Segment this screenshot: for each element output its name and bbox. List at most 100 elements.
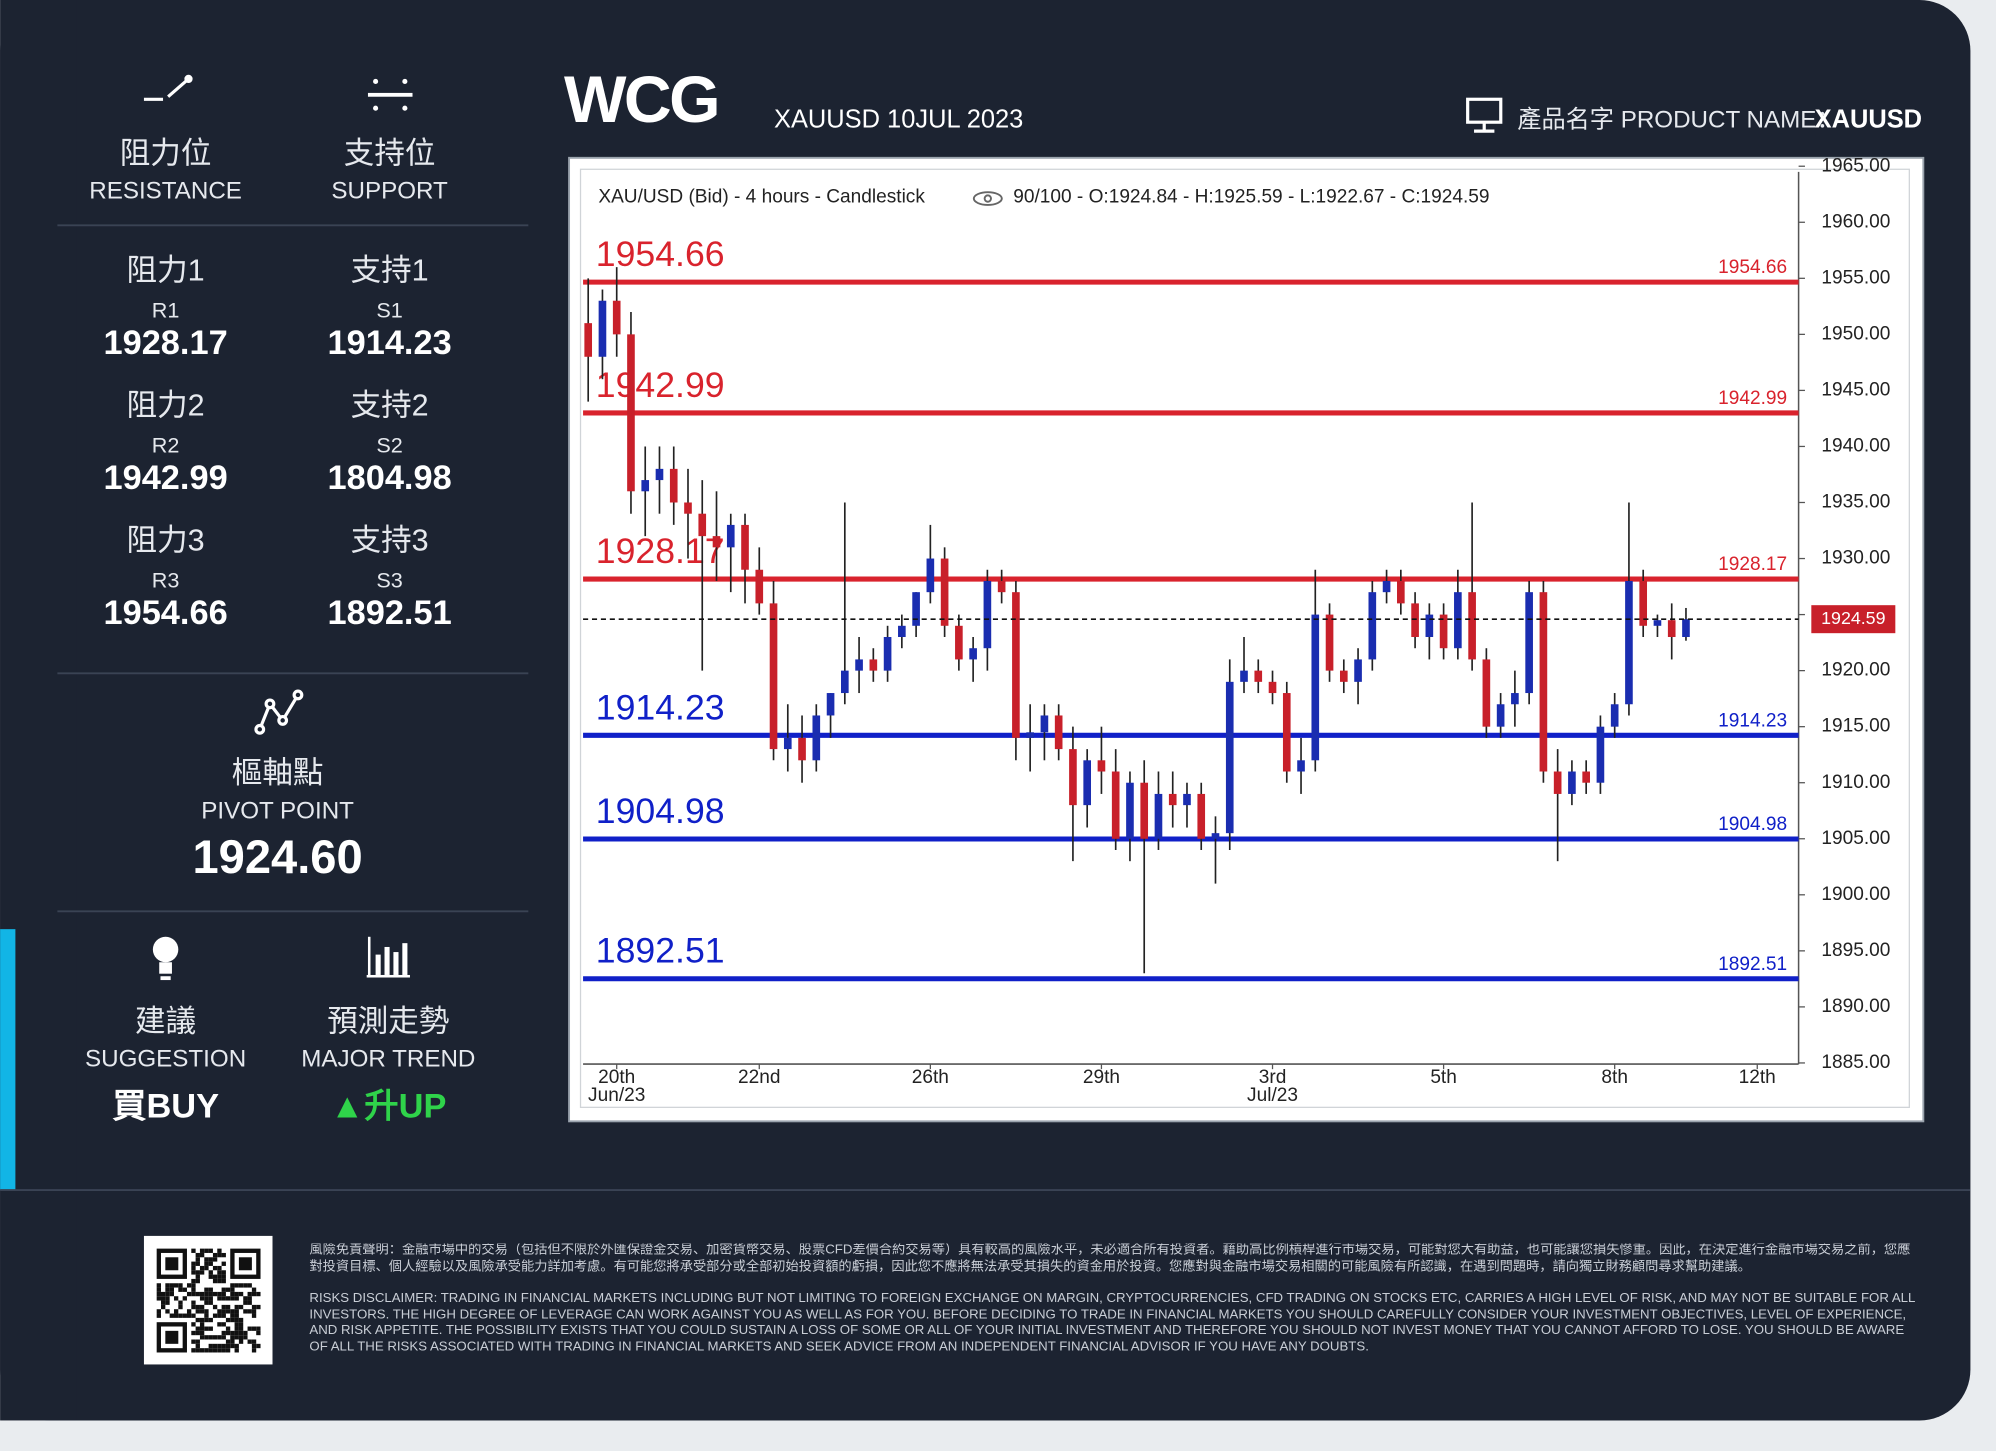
candle-body <box>712 536 721 548</box>
qr-module <box>251 1343 257 1349</box>
qr-module <box>191 1283 196 1288</box>
candle-body <box>826 693 835 716</box>
disclaimer-box: 風險免責聲明：金融市場中的交易（包括但不限於外匯保證金交易、加密貨幣交易、股票C… <box>309 1244 1914 1355</box>
qr-module <box>238 1304 244 1310</box>
qr-module <box>204 1257 209 1262</box>
qr-module <box>212 1313 218 1318</box>
qr-module <box>217 1291 222 1297</box>
candle-body <box>1197 793 1206 839</box>
pivot-zh: 樞軸點 <box>232 756 324 790</box>
y-tick-label: 1935.00 <box>1821 492 1890 513</box>
qr-module <box>234 1296 239 1301</box>
candle-body <box>1083 760 1092 806</box>
chart-area <box>579 168 1910 1108</box>
qr-module <box>191 1270 196 1275</box>
qr-module <box>195 1330 200 1336</box>
support-en: SUPPORT <box>331 178 448 205</box>
qr-module <box>208 1274 213 1279</box>
qr-module <box>156 1313 162 1318</box>
qr-module <box>199 1330 205 1336</box>
qr-module <box>199 1265 205 1271</box>
accent-strip <box>0 929 16 1191</box>
qr-module <box>195 1278 200 1284</box>
qr-module <box>195 1304 200 1310</box>
qr-module <box>212 1343 218 1349</box>
qr-module <box>221 1296 226 1301</box>
y-tick-label: 1905.00 <box>1821 828 1890 849</box>
qr-module <box>238 1283 244 1288</box>
candle-body <box>755 569 764 604</box>
qr-module <box>199 1252 205 1258</box>
qr-module <box>243 1309 248 1314</box>
candle-body <box>1425 614 1434 638</box>
qr-module <box>256 1304 261 1310</box>
qr-module <box>221 1348 226 1353</box>
suggestion-en: SUGGESTION <box>85 1046 246 1073</box>
qr-module <box>256 1343 261 1349</box>
qr-module <box>256 1291 261 1297</box>
level-zh: 阻力3 <box>127 523 205 557</box>
qr-module <box>217 1348 222 1353</box>
qr-module <box>191 1304 196 1310</box>
qr-module <box>238 1291 244 1297</box>
qr-module <box>225 1309 231 1314</box>
qr-module <box>234 1291 239 1297</box>
level-value: 1892.51 <box>327 594 451 632</box>
candle-body <box>1339 670 1348 682</box>
qr-module <box>225 1304 231 1310</box>
level-code: R1 <box>152 298 180 323</box>
level-code: R3 <box>152 567 180 592</box>
qr-module <box>247 1300 252 1305</box>
support-zh: 支持位 <box>344 136 436 170</box>
candle-body <box>1097 760 1106 772</box>
level-label: 1942.99 <box>596 365 725 405</box>
qr-module <box>165 1287 170 1292</box>
qr-finder <box>165 1257 179 1271</box>
qr-module <box>243 1300 248 1305</box>
level-code: R2 <box>152 432 180 457</box>
candle-body <box>1411 603 1419 638</box>
qr-module <box>204 1326 209 1331</box>
qr-module <box>161 1291 166 1297</box>
candle-body <box>997 580 1006 593</box>
qr-module <box>247 1326 252 1331</box>
qr-module <box>217 1322 222 1327</box>
qr-module <box>234 1322 239 1327</box>
candle-body <box>1126 782 1134 839</box>
qr-module <box>191 1348 196 1353</box>
candle-body <box>1397 580 1405 604</box>
qr-module <box>195 1252 200 1258</box>
qr-module <box>199 1248 205 1253</box>
qr-module <box>225 1287 231 1292</box>
qr-module <box>195 1309 200 1314</box>
qr-module <box>212 1252 218 1258</box>
qr-module <box>156 1283 162 1288</box>
qr-module <box>195 1257 200 1262</box>
candle-body <box>726 524 735 548</box>
candle-body <box>855 659 863 671</box>
suggestion-zh: 建議 <box>135 1004 196 1038</box>
qr-module <box>256 1326 261 1331</box>
eye-icon <box>972 191 1003 206</box>
qr-module <box>208 1270 213 1275</box>
qr-module <box>208 1291 213 1297</box>
x-tick-label: 12th <box>1739 1067 1776 1088</box>
candle-body <box>812 715 821 761</box>
qr-module <box>191 1291 196 1297</box>
qr-module <box>204 1265 209 1271</box>
qr-module <box>251 1287 257 1292</box>
qr-module <box>199 1309 205 1314</box>
current-price-label: 1924.59 <box>1821 608 1885 628</box>
qr-module <box>256 1330 261 1336</box>
qr-module <box>173 1296 179 1301</box>
pivot-value: 1924.60 <box>192 830 362 883</box>
y-tick-label: 1960.00 <box>1821 211 1890 232</box>
qr-module <box>221 1261 226 1266</box>
qr-module <box>221 1287 226 1292</box>
qr-module <box>217 1343 222 1349</box>
candle-body <box>1154 793 1163 839</box>
qr-module <box>191 1248 196 1253</box>
qr-module <box>230 1317 235 1323</box>
qr-module <box>156 1296 162 1301</box>
